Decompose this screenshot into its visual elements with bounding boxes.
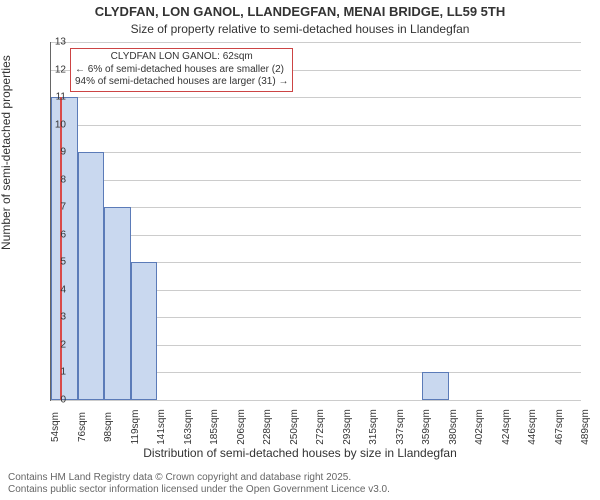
y-tick-label: 12	[36, 64, 66, 75]
y-tick-label: 6	[36, 229, 66, 240]
y-tick-label: 7	[36, 202, 66, 213]
chart-title-main: CLYDFAN, LON GANOL, LLANDEGFAN, MENAI BR…	[0, 4, 600, 19]
y-tick-label: 10	[36, 119, 66, 130]
x-tick-label: 402sqm	[474, 409, 485, 445]
plot-area	[50, 42, 581, 401]
x-tick-label: 119sqm	[130, 410, 141, 445]
gridline	[51, 400, 581, 401]
y-tick-label: 0	[36, 395, 66, 406]
footer-attribution: Contains HM Land Registry data © Crown c…	[8, 472, 390, 496]
x-tick-label: 163sqm	[183, 409, 194, 445]
histogram-bar	[78, 152, 105, 400]
y-tick-label: 11	[36, 92, 66, 103]
histogram-bar	[131, 262, 158, 400]
y-axis-label: Number of semi-detached properties	[0, 55, 13, 250]
y-tick-label: 8	[36, 174, 66, 185]
x-tick-label: 54sqm	[50, 412, 61, 442]
x-tick-label: 446sqm	[527, 409, 538, 445]
gridline	[51, 207, 581, 208]
x-tick-label: 272sqm	[315, 409, 326, 445]
y-tick-label: 9	[36, 147, 66, 158]
histogram-bar	[51, 97, 78, 400]
gridline	[51, 125, 581, 126]
highlight-marker	[60, 97, 62, 400]
y-tick-label: 2	[36, 339, 66, 350]
y-tick-label: 1	[36, 367, 66, 378]
x-tick-label: 293sqm	[342, 409, 353, 445]
footer-line-1: Contains HM Land Registry data © Crown c…	[8, 472, 390, 484]
x-tick-label: 337sqm	[395, 409, 406, 445]
gridline	[51, 235, 581, 236]
x-tick-label: 141sqm	[156, 409, 167, 445]
gridline	[51, 42, 581, 43]
x-tick-label: 76sqm	[77, 412, 88, 442]
annotation-line: ← 6% of semi-detached houses are smaller…	[75, 64, 288, 77]
y-tick-label: 3	[36, 312, 66, 323]
x-tick-label: 380sqm	[448, 409, 459, 445]
annotation-box: CLYDFAN LON GANOL: 62sqm← 6% of semi-det…	[70, 48, 293, 92]
x-tick-label: 98sqm	[103, 412, 114, 442]
x-tick-label: 250sqm	[289, 409, 300, 445]
x-tick-label: 424sqm	[501, 409, 512, 445]
x-tick-label: 489sqm	[580, 409, 591, 445]
chart-container: CLYDFAN, LON GANOL, LLANDEGFAN, MENAI BR…	[0, 0, 600, 500]
histogram-bar	[104, 207, 131, 400]
annotation-line: CLYDFAN LON GANOL: 62sqm	[75, 51, 288, 64]
x-tick-label: 185sqm	[209, 409, 220, 445]
histogram-bar	[422, 372, 449, 400]
x-tick-label: 315sqm	[368, 409, 379, 445]
x-tick-label: 206sqm	[236, 409, 247, 445]
x-tick-label: 228sqm	[262, 409, 273, 445]
y-tick-label: 4	[36, 284, 66, 295]
chart-title-sub: Size of property relative to semi-detach…	[0, 22, 600, 36]
gridline	[51, 180, 581, 181]
footer-line-2: Contains public sector information licen…	[8, 484, 390, 496]
gridline	[51, 97, 581, 98]
gridline	[51, 152, 581, 153]
x-tick-label: 467sqm	[554, 409, 565, 445]
x-tick-label: 359sqm	[421, 409, 432, 445]
annotation-line: 94% of semi-detached houses are larger (…	[75, 76, 288, 89]
x-axis-label: Distribution of semi-detached houses by …	[0, 446, 600, 460]
y-tick-label: 13	[36, 37, 66, 48]
y-tick-label: 5	[36, 257, 66, 268]
